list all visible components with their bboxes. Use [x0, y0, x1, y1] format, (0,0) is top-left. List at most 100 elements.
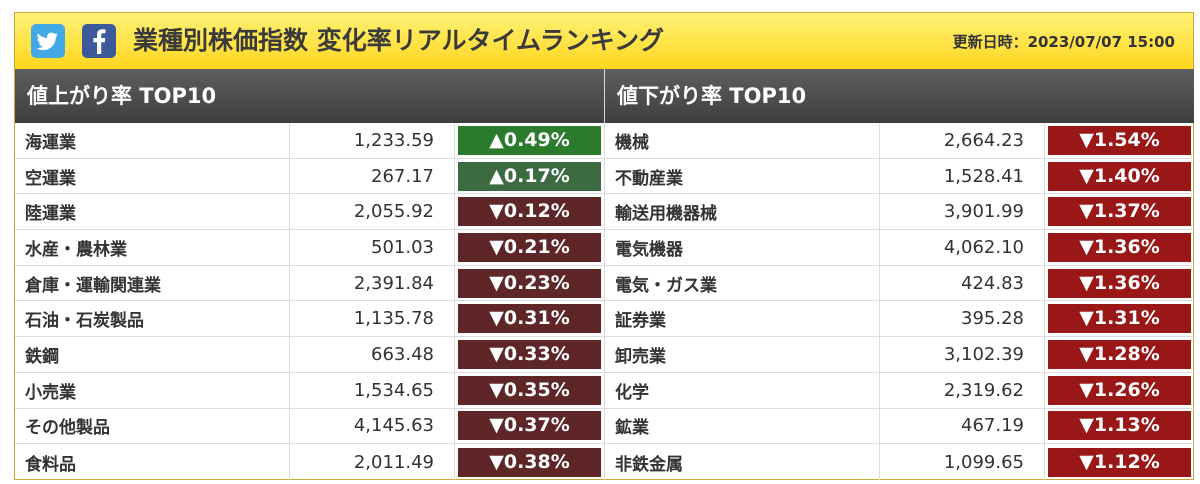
- change-cell: ▼0.35%: [455, 373, 604, 408]
- table-row[interactable]: 小売業 1,534.65 ▼0.35%: [15, 372, 604, 409]
- change-cell: ▼1.13%: [1045, 409, 1194, 444]
- change-badge: ▼1.36%: [1048, 268, 1191, 298]
- index-value: 2,664.23: [880, 123, 1045, 158]
- change-cell: ▼0.37%: [455, 409, 604, 444]
- table-row[interactable]: 石油・石炭製品 1,135.78 ▼0.31%: [15, 301, 604, 338]
- change-badge: ▲0.49%: [458, 125, 601, 155]
- index-value: 3,102.39: [880, 337, 1045, 372]
- index-value: 467.19: [880, 408, 1045, 444]
- index-value: 1,528.41: [880, 158, 1045, 194]
- change-cell: ▼0.23%: [455, 266, 604, 301]
- table-row[interactable]: その他製品 4,145.63 ▼0.37%: [15, 408, 604, 445]
- sector-name: 石油・石炭製品: [15, 301, 290, 337]
- change-badge: ▼0.12%: [458, 197, 601, 227]
- change-cell: ▼0.21%: [455, 230, 604, 265]
- change-badge: ▼1.40%: [1048, 161, 1191, 191]
- change-cell: ▼1.37%: [1045, 194, 1194, 229]
- page-title: 業種別株価指数 変化率リアルタイムランキング: [133, 26, 664, 55]
- losers-heading: 値下がり率 TOP10: [605, 69, 1194, 123]
- table-row[interactable]: 空運業 267.17 ▲0.17%: [15, 158, 604, 195]
- change-cell: ▼1.31%: [1045, 301, 1194, 336]
- change-badge: ▼1.28%: [1048, 339, 1191, 369]
- change-badge: ▼1.26%: [1048, 375, 1191, 405]
- losers-panel: 値下がり率 TOP10 機械 2,664.23 ▼1.54% 不動産業 1,528.41…: [604, 69, 1194, 480]
- table-row[interactable]: 電気・ガス業 424.83 ▼1.36%: [605, 265, 1194, 302]
- change-cell: ▼1.54%: [1045, 123, 1194, 158]
- updated-timestamp: 更新日時：2023/07/07 15:00: [952, 33, 1175, 51]
- twitter-bird-icon: [36, 32, 58, 51]
- table-row[interactable]: 化学 2,319.62 ▼1.26%: [605, 372, 1194, 409]
- table-row[interactable]: 食料品 2,011.49 ▼0.38%: [15, 444, 604, 480]
- table-row[interactable]: 証券業 395.28 ▼1.31%: [605, 301, 1194, 338]
- sector-name: 電気・ガス業: [605, 265, 880, 301]
- sector-name: 機械: [605, 123, 880, 158]
- table-row[interactable]: 倉庫・運輸関連業 2,391.84 ▼0.23%: [15, 265, 604, 302]
- change-cell: ▲0.49%: [455, 123, 604, 158]
- gainers-table: 海運業 1,233.59 ▲0.49% 空運業 267.17 ▲0.17% 陸運業 2,055…: [15, 123, 604, 480]
- index-value: 1,135.78: [290, 301, 455, 337]
- index-value: 2,011.49: [290, 444, 455, 480]
- change-cell: ▼1.12%: [1045, 444, 1194, 480]
- change-badge: ▼0.38%: [458, 447, 601, 477]
- table-row[interactable]: 機械 2,664.23 ▼1.54%: [605, 123, 1194, 159]
- sector-name: 鉄鋼: [15, 337, 290, 372]
- index-value: 2,319.62: [880, 372, 1045, 408]
- change-badge: ▼0.35%: [458, 375, 601, 405]
- index-value: 424.83: [880, 265, 1045, 301]
- sector-name: 陸運業: [15, 194, 290, 230]
- sector-name: 非鉄金属: [605, 444, 880, 480]
- index-value: 1,233.59: [290, 123, 455, 158]
- sector-name: 倉庫・運輸関連業: [15, 265, 290, 301]
- table-row[interactable]: 陸運業 2,055.92 ▼0.12%: [15, 194, 604, 231]
- change-cell: ▼1.26%: [1045, 373, 1194, 408]
- table-row[interactable]: 鉄鋼 663.48 ▼0.33%: [15, 337, 604, 373]
- table-row[interactable]: 輸送用機器械 3,901.99 ▼1.37%: [605, 194, 1194, 231]
- index-value: 1,099.65: [880, 444, 1045, 480]
- table-row[interactable]: 電気機器 4,062.10 ▼1.36%: [605, 230, 1194, 266]
- change-badge: ▼1.37%: [1048, 197, 1191, 227]
- sector-name: その他製品: [15, 408, 290, 444]
- sector-name: 証券業: [605, 301, 880, 337]
- change-cell: ▼0.31%: [455, 301, 604, 336]
- index-value: 4,062.10: [880, 230, 1045, 265]
- sector-name: 輸送用機器械: [605, 194, 880, 230]
- change-cell: ▼0.33%: [455, 337, 604, 372]
- table-row[interactable]: 鉱業 467.19 ▼1.13%: [605, 408, 1194, 445]
- sector-name: 卸売業: [605, 337, 880, 372]
- gainers-heading: 値上がり率 TOP10: [15, 69, 604, 123]
- change-cell: ▲0.17%: [455, 159, 604, 194]
- table-row[interactable]: 非鉄金属 1,099.65 ▼1.12%: [605, 444, 1194, 480]
- index-value: 2,055.92: [290, 194, 455, 230]
- change-badge: ▼0.37%: [458, 411, 601, 441]
- widget-header: 業種別株価指数 変化率リアルタイムランキング 更新日時：2023/07/07 1…: [15, 13, 1193, 69]
- change-badge: ▼0.31%: [458, 304, 601, 334]
- change-cell: ▼0.12%: [455, 194, 604, 229]
- sector-name: 化学: [605, 372, 880, 408]
- change-cell: ▼1.36%: [1045, 266, 1194, 301]
- index-value: 267.17: [290, 158, 455, 194]
- index-value: 395.28: [880, 301, 1045, 337]
- table-row[interactable]: 卸売業 3,102.39 ▼1.28%: [605, 337, 1194, 373]
- sector-name: 食料品: [15, 444, 290, 480]
- index-value: 2,391.84: [290, 265, 455, 301]
- sector-name: 電気機器: [605, 230, 880, 265]
- sector-name: 鉱業: [605, 408, 880, 444]
- change-cell: ▼0.38%: [455, 444, 604, 480]
- change-badge: ▼1.12%: [1048, 447, 1191, 477]
- change-badge: ▼1.36%: [1048, 232, 1191, 262]
- sector-name: 水産・農林業: [15, 230, 290, 265]
- change-badge: ▲0.17%: [458, 161, 601, 191]
- facebook-share-button[interactable]: [82, 24, 116, 58]
- table-row[interactable]: 不動産業 1,528.41 ▼1.40%: [605, 158, 1194, 195]
- index-value: 663.48: [290, 337, 455, 372]
- losers-table: 機械 2,664.23 ▼1.54% 不動産業 1,528.41 ▼1.40% 輸送用機器械…: [605, 123, 1194, 480]
- change-cell: ▼1.36%: [1045, 230, 1194, 265]
- change-badge: ▼0.21%: [458, 232, 601, 262]
- index-value: 501.03: [290, 230, 455, 265]
- table-row[interactable]: 海運業 1,233.59 ▲0.49%: [15, 123, 604, 159]
- sector-name: 小売業: [15, 372, 290, 408]
- twitter-share-button[interactable]: [31, 24, 65, 58]
- table-row[interactable]: 水産・農林業 501.03 ▼0.21%: [15, 230, 604, 266]
- change-cell: ▼1.40%: [1045, 159, 1194, 194]
- index-value: 3,901.99: [880, 194, 1045, 230]
